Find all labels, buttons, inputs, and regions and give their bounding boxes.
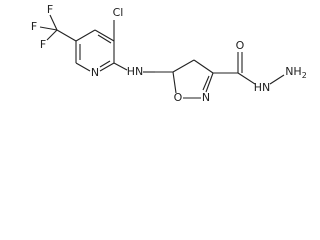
bond xyxy=(205,72,214,93)
bond xyxy=(202,75,210,91)
bond xyxy=(193,59,214,74)
bond xyxy=(113,62,128,71)
atom-label: Cl xyxy=(113,6,124,19)
atom-label: F xyxy=(31,20,37,33)
bond xyxy=(172,71,177,94)
bond xyxy=(99,60,111,68)
bond xyxy=(172,59,195,73)
structure-diagram: F F F Cl N HN O N O HN NH2 xyxy=(31,3,307,104)
bond xyxy=(94,29,115,42)
bond xyxy=(56,29,77,42)
page: F F F Cl N HN O N O HN NH2 (() => { cons… xyxy=(30,3,307,104)
atom-labels: F F F Cl N HN O N O HN NH2 xyxy=(31,3,307,104)
bond xyxy=(237,72,256,85)
bond xyxy=(75,62,91,72)
bond xyxy=(46,29,58,41)
atom-label: O xyxy=(174,91,183,104)
bond xyxy=(99,62,115,72)
atom-label: N xyxy=(202,91,210,104)
bond xyxy=(75,29,96,42)
atom-label: F xyxy=(40,38,46,51)
atom-label: NH2 xyxy=(285,65,307,80)
atom-label-main: NH xyxy=(285,65,302,78)
bonds xyxy=(39,14,285,99)
atom-label: O xyxy=(236,39,245,52)
atom-label: F xyxy=(47,3,53,16)
atom-label: HN xyxy=(127,65,144,78)
atom-label: HN xyxy=(254,81,271,94)
atom-label: N xyxy=(91,66,99,79)
bond xyxy=(49,14,58,31)
bond xyxy=(97,34,112,44)
atom-label-subscript: 2 xyxy=(302,71,307,80)
bond xyxy=(269,74,285,85)
bond xyxy=(39,26,58,31)
